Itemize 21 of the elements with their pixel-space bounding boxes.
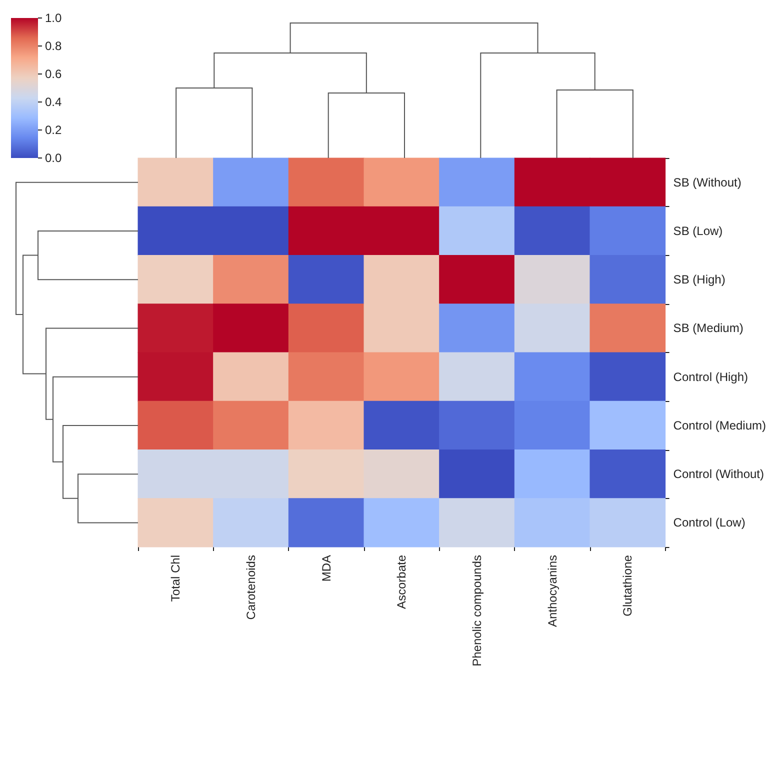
color-bar-label: 0.2 — [45, 123, 62, 137]
x-tick-label: Anthocyanins — [545, 555, 560, 628]
y-tick-label: Control (Medium) — [673, 418, 766, 432]
color-bar-label: 0.6 — [45, 67, 62, 81]
y-tick-label: SB (Without) — [673, 175, 742, 190]
x-tick-label: Ascorbate — [394, 554, 409, 610]
x-tick-label: Total Chl — [168, 555, 183, 602]
x-tick-label: Glutathione — [620, 554, 635, 616]
x-tick-label: Phenolic compounds — [470, 555, 484, 666]
y-tick-label: SB (Low) — [673, 224, 723, 238]
y-tick-label: SB (Medium) — [673, 321, 744, 336]
y-tick-label: SB (High) — [673, 272, 726, 287]
y-tick-label: Control (Without) — [673, 467, 764, 482]
color-bar-label: 0.0 — [45, 151, 62, 165]
x-tick-label: Carotenoids — [244, 555, 258, 620]
color-bar-label: 0.8 — [45, 39, 62, 53]
y-tick-label: Control (High) — [673, 370, 748, 384]
color-bar-label: 1.0 — [45, 11, 62, 25]
x-tick-label: MDA — [319, 555, 334, 582]
y-tick-label: Control (Low) — [673, 516, 746, 530]
color-bar-label: 0.4 — [45, 95, 62, 109]
